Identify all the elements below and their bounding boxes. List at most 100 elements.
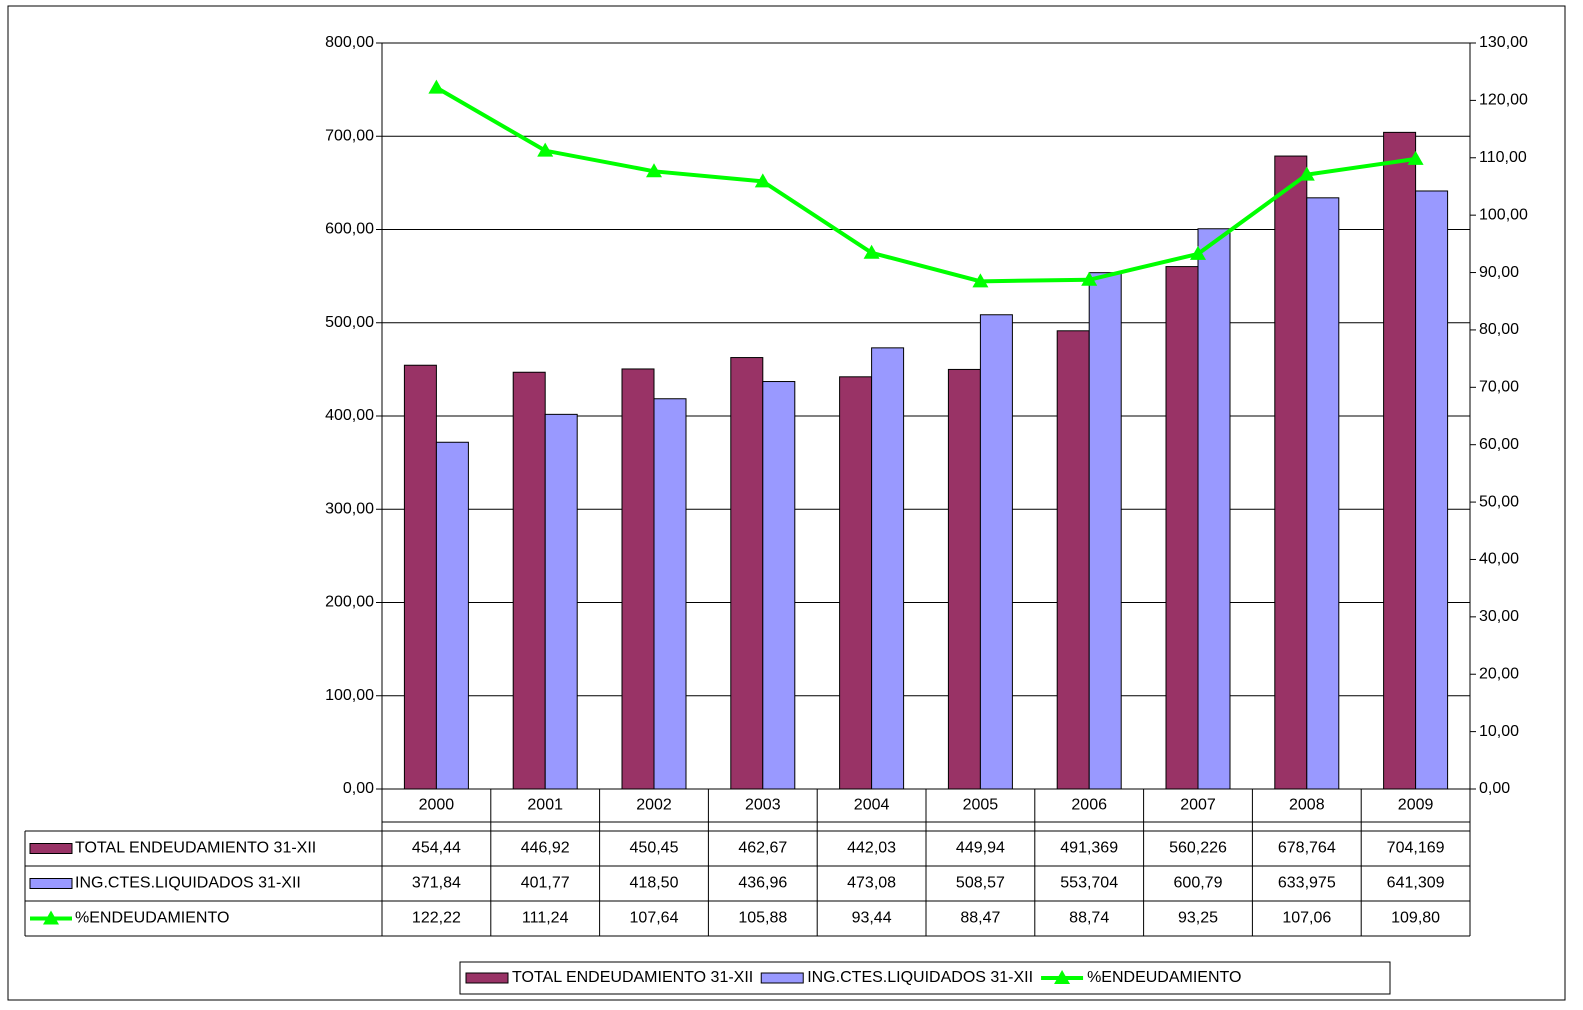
table-cell: 93,44: [852, 910, 892, 927]
x-tick-label: 2005: [963, 797, 999, 814]
legend-label: ING.CTES.LIQUIDADOS 31-XII: [807, 969, 1033, 986]
line-marker: [646, 163, 662, 178]
y-tick-label: 300,00: [325, 500, 374, 517]
bar: [403, 364, 437, 790]
x-tick-label: 2001: [527, 797, 563, 814]
table-cell: 491,369: [1060, 840, 1118, 857]
table-cell: 450,45: [630, 840, 679, 857]
table-cell: 371,84: [412, 875, 461, 892]
table-cell: 633,975: [1278, 875, 1336, 892]
x-tick-label: 2009: [1398, 797, 1434, 814]
table-cell: 704,169: [1387, 840, 1445, 857]
bar: [762, 381, 796, 790]
line-marker: [972, 273, 989, 288]
table-cell: 600,79: [1174, 875, 1223, 892]
table-cell: 88,74: [1069, 910, 1109, 927]
y2-tick-label: 70,00: [1479, 379, 1519, 396]
table-cell: 436,96: [738, 875, 787, 892]
y2-tick-label: 120,00: [1479, 92, 1528, 109]
line-marker: [1298, 166, 1315, 181]
bar: [1306, 197, 1340, 790]
y2-tick-label: 130,00: [1479, 34, 1528, 51]
y2-tick-label: 100,00: [1479, 206, 1528, 223]
table-cell: 560,226: [1169, 840, 1227, 857]
legend-key: [1054, 970, 1071, 984]
table-cell: 442,03: [847, 840, 896, 857]
table-cell: 111,24: [522, 910, 569, 927]
y2-tick-label: 10,00: [1479, 723, 1519, 740]
table-series-name: ING.CTES.LIQUIDADOS 31-XII: [75, 875, 301, 892]
bar: [947, 368, 981, 790]
y-tick-label: 700,00: [325, 127, 374, 144]
bar: [544, 413, 578, 790]
legend-key: [760, 972, 804, 984]
bar: [839, 376, 873, 790]
table-series-name: %ENDEUDAMIENTO: [75, 910, 229, 927]
x-tick-label: 2000: [419, 797, 455, 814]
y-tick-label: 800,00: [325, 34, 374, 51]
x-tick-label: 2004: [854, 797, 890, 814]
y2-tick-label: 0,00: [1479, 780, 1510, 797]
y2-tick-label: 20,00: [1479, 665, 1519, 682]
x-tick-label: 2002: [636, 797, 672, 814]
bar: [1415, 190, 1449, 790]
legend-key: [43, 910, 59, 925]
bar: [1197, 228, 1231, 790]
x-tick-label: 2008: [1289, 797, 1325, 814]
bar: [621, 368, 655, 790]
legend-label: %ENDEUDAMIENTO: [1087, 969, 1241, 986]
y2-tick-label: 90,00: [1479, 264, 1519, 281]
bar: [730, 357, 764, 790]
table-cell: 93,25: [1178, 910, 1218, 927]
line-marker: [754, 173, 771, 188]
line-series: [435, 85, 1416, 284]
line-marker: [428, 79, 445, 94]
table-cell: 107,64: [630, 910, 679, 927]
table-cell: 462,67: [738, 840, 787, 857]
table-cell: 641,309: [1387, 875, 1445, 892]
legend-key: [465, 972, 509, 984]
bar: [512, 371, 546, 790]
x-tick-label: 2006: [1071, 797, 1107, 814]
table-cell: 107,06: [1282, 910, 1331, 927]
legend-label: TOTAL ENDEUDAMIENTO 31-XII: [512, 969, 753, 986]
line-marker: [1190, 245, 1206, 260]
legend-box: [459, 961, 1391, 995]
table-cell: 418,50: [630, 875, 679, 892]
y2-tick-label: 40,00: [1479, 551, 1519, 568]
y2-tick-label: 60,00: [1479, 436, 1519, 453]
table-cell: 105,88: [738, 910, 787, 927]
legend-key: [29, 843, 73, 854]
table-cell: 122,22: [412, 910, 461, 927]
y2-tick-label: 110,00: [1479, 149, 1527, 166]
y2-tick-label: 30,00: [1479, 608, 1519, 625]
bar: [1165, 266, 1199, 790]
y-tick-label: 0,00: [343, 780, 374, 797]
x-tick-label: 2003: [745, 797, 781, 814]
bar: [1088, 272, 1122, 790]
y-tick-label: 200,00: [325, 594, 374, 611]
table-cell: 508,57: [956, 875, 1005, 892]
y2-tick-label: 50,00: [1479, 493, 1519, 510]
table-series-name: TOTAL ENDEUDAMIENTO 31-XII: [75, 840, 316, 857]
bar: [1274, 155, 1308, 790]
table-cell: 446,92: [521, 840, 570, 857]
table-cell: 88,47: [960, 910, 1000, 927]
table-cell: 401,77: [521, 875, 570, 892]
x-tick-label: 2007: [1180, 797, 1216, 814]
y-tick-label: 100,00: [325, 687, 374, 704]
line-marker: [863, 244, 880, 259]
bar: [979, 314, 1013, 790]
line-marker: [1081, 271, 1098, 286]
table-cell: 109,80: [1391, 910, 1440, 927]
y-tick-label: 400,00: [325, 407, 374, 424]
table-cell: 678,764: [1278, 840, 1336, 857]
line-marker: [1407, 150, 1424, 165]
bar: [435, 441, 469, 790]
bar: [1056, 330, 1090, 790]
legend-key: [29, 878, 73, 889]
y2-tick-label: 80,00: [1479, 321, 1519, 338]
y-tick-label: 600,00: [325, 221, 374, 238]
line-marker: [537, 142, 554, 157]
